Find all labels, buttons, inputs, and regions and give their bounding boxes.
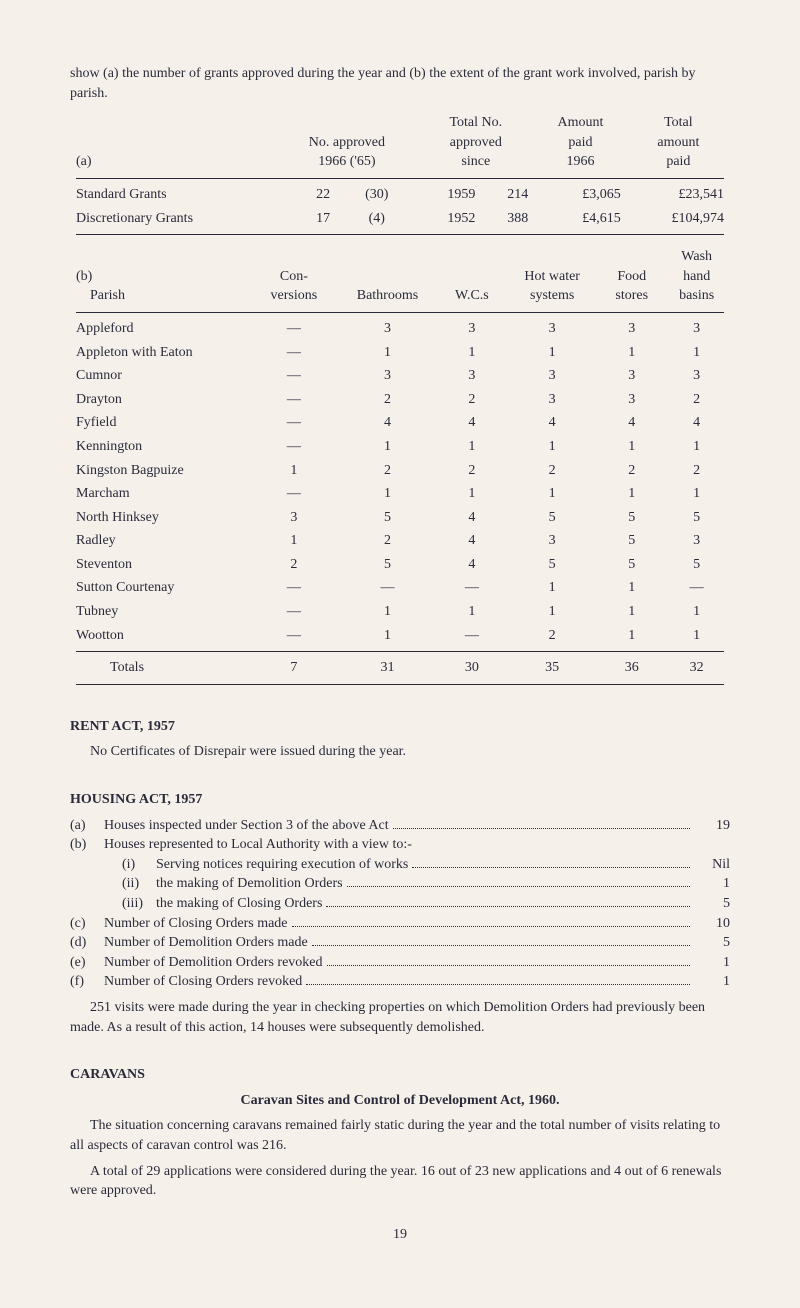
col-header: Bathrooms — [357, 288, 418, 303]
total-cell: 35 — [504, 656, 600, 680]
caravans-p1: The situation concerning caravans remain… — [70, 1116, 730, 1155]
table-row: Steventon254555 — [70, 553, 730, 577]
total-cell: 32 — [663, 656, 730, 680]
col-header: stores — [615, 288, 648, 303]
caravans-p2: A total of 29 applications were consider… — [70, 1162, 730, 1201]
col-header: hand — [683, 269, 710, 284]
housing-list: (a)Houses inspected under Section 3 of t… — [70, 816, 730, 992]
table-row: Drayton—22332 — [70, 388, 730, 412]
col-header: Hot water — [524, 269, 580, 284]
totals-label: Totals — [70, 656, 252, 680]
total-cell: 36 — [600, 656, 663, 680]
col-header: since — [461, 154, 490, 169]
col-header: W.C.s — [455, 288, 489, 303]
col-header: 1966 ('65) — [318, 154, 375, 169]
col-header: Total No. — [449, 115, 502, 130]
table-row: Sutton Courtenay———11— — [70, 576, 730, 600]
col-header: amount — [657, 135, 699, 150]
total-cell: 31 — [335, 656, 439, 680]
col-header: basins — [679, 288, 714, 303]
total-cell: 7 — [252, 656, 335, 680]
table-row: Tubney—11111 — [70, 600, 730, 624]
intro-text: show (a) the number of grants approved d… — [70, 64, 730, 103]
table-row: Discretionary Grants17(4)1952388£4,615£1… — [70, 207, 730, 231]
list-item: (b)Houses represented to Local Authority… — [70, 835, 730, 855]
list-item: (i)Serving notices requiring execution o… — [70, 855, 730, 875]
col-header: Con- — [280, 269, 308, 284]
list-item: (iii)the making of Closing Orders5 — [70, 894, 730, 914]
table-row: Radley124353 — [70, 529, 730, 553]
col-header: Total — [664, 115, 693, 130]
table-a: (a) No. approved 1966 ('65) Total No. ap… — [70, 111, 730, 239]
total-cell: 30 — [440, 656, 505, 680]
caravans-title: CARAVANS — [70, 1065, 730, 1085]
table-a-label: (a) — [70, 111, 276, 174]
table-row: North Hinksey354555 — [70, 506, 730, 530]
table-row: Marcham—11111 — [70, 482, 730, 506]
table-row: Standard Grants22(30)1959214£3,065£23,54… — [70, 183, 730, 207]
list-item: (e)Number of Demolition Orders revoked1 — [70, 953, 730, 973]
table-row: Appleton with Eaton—11111 — [70, 341, 730, 365]
table-b-label: (b) — [76, 269, 92, 284]
list-item: (d)Number of Demolition Orders made5 — [70, 933, 730, 953]
rent-act-title: RENT ACT, 1957 — [70, 717, 730, 737]
caravans-subtitle: Caravan Sites and Control of Development… — [70, 1091, 730, 1111]
col-header: Wash — [681, 249, 712, 264]
col-header: paid — [666, 154, 690, 169]
col-header: Parish — [90, 288, 125, 303]
housing-act-title: HOUSING ACT, 1957 — [70, 790, 730, 810]
col-header: No. approved — [309, 135, 385, 150]
housing-paragraph: 251 visits were made during the year in … — [70, 998, 730, 1037]
table-row: Cumnor—33333 — [70, 364, 730, 388]
col-header: 1966 — [566, 154, 594, 169]
table-row: Fyfield—44444 — [70, 411, 730, 435]
table-row: Kingston Bagpuize122222 — [70, 459, 730, 483]
list-item: (f)Number of Closing Orders revoked1 — [70, 972, 730, 992]
list-item: (c)Number of Closing Orders made10 — [70, 914, 730, 934]
col-header: Amount — [558, 115, 604, 130]
col-header: versions — [271, 288, 318, 303]
col-header: paid — [568, 135, 592, 150]
col-header: systems — [530, 288, 574, 303]
table-row: Appleford—33333 — [70, 317, 730, 341]
table-b: (b) Parish Con- versions Bathrooms W.C.s… — [70, 245, 730, 689]
table-row: Kennington—11111 — [70, 435, 730, 459]
page-number: 19 — [70, 1225, 730, 1245]
rent-act-text: No Certificates of Disrepair were issued… — [70, 742, 730, 762]
list-item: (a)Houses inspected under Section 3 of t… — [70, 816, 730, 836]
table-row: Wootton—1—211 — [70, 624, 730, 648]
col-header: approved — [450, 135, 502, 150]
list-item: (ii)the making of Demolition Orders1 — [70, 874, 730, 894]
col-header: Food — [617, 269, 646, 284]
